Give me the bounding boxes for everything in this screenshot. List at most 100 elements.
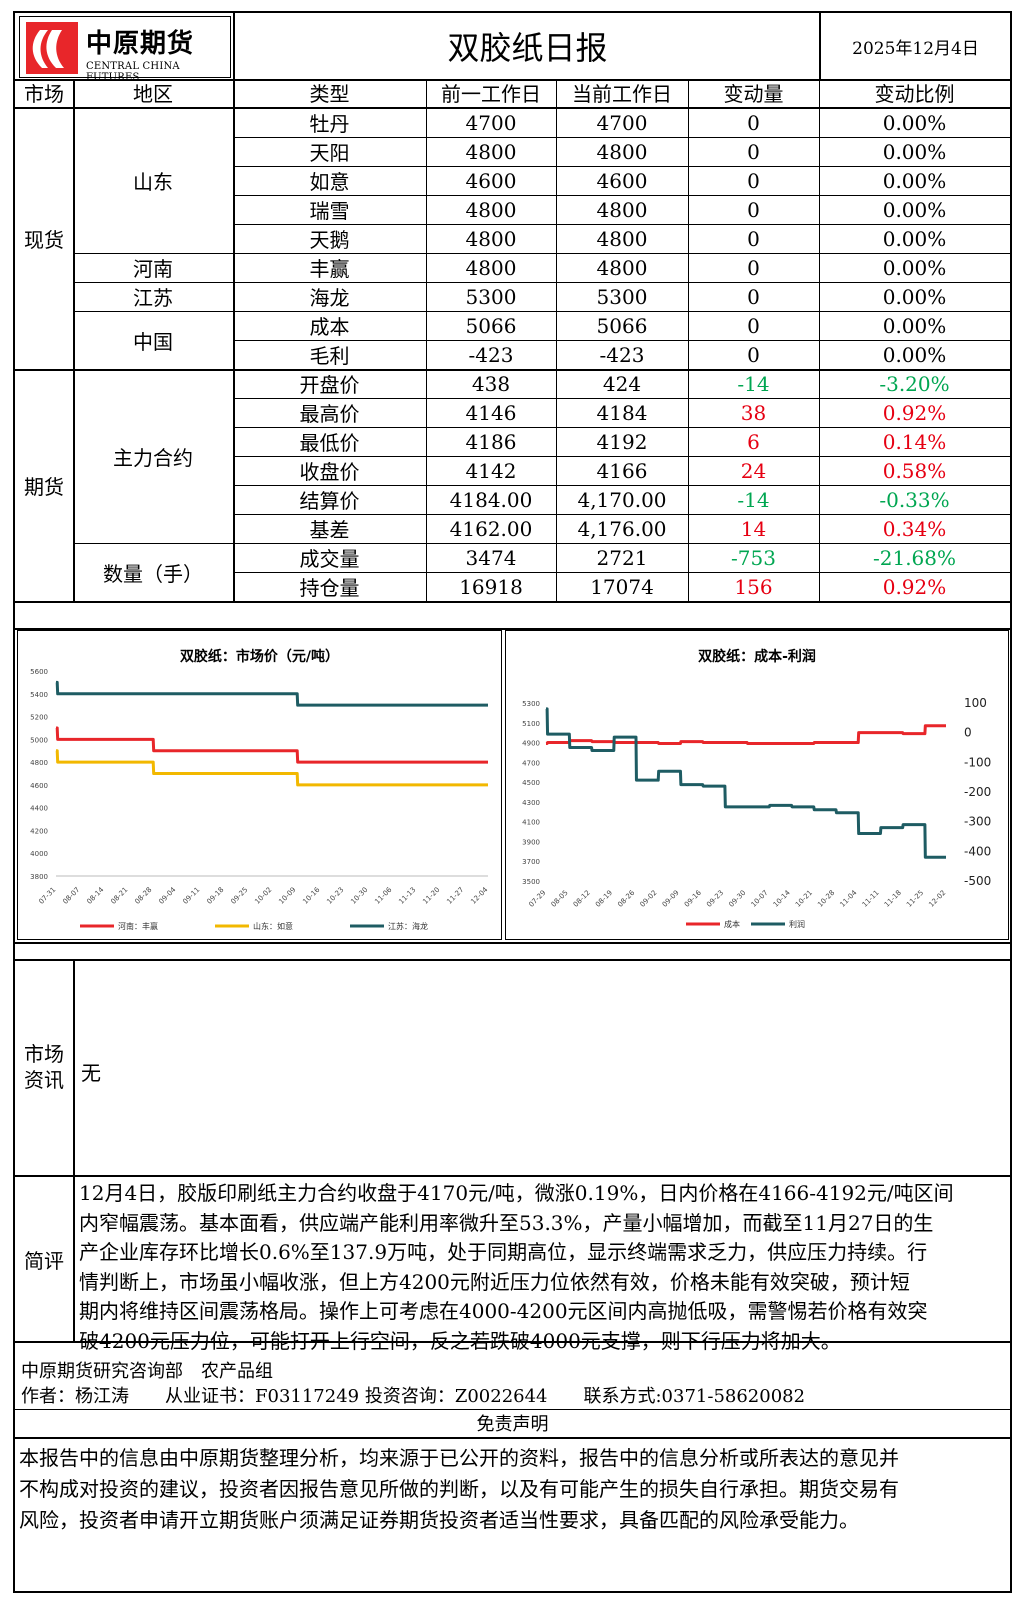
logo-mark-icon xyxy=(26,22,78,74)
cell-change: -753 xyxy=(731,545,776,570)
region-jiangsu: 江苏 xyxy=(133,286,173,310)
legend-label: 山东：如意 xyxy=(253,921,293,931)
cell-pct: 0.34% xyxy=(882,516,947,541)
y-tick-label: 4000 xyxy=(30,850,48,858)
cell-prev: 4600 xyxy=(465,168,517,193)
y-tick-label-right: -500 xyxy=(964,874,991,888)
disclaimer-line: 不构成对投资的建议，投资者因报告意见所做的判断，以及有可能产生的损失自行承担。期… xyxy=(19,1477,899,1501)
cell-prev: 5300 xyxy=(465,284,517,309)
series-line xyxy=(55,749,488,787)
comment-line: 12月4日，胶版印刷纸主力合约收盘于4170元/吨，微涨0.19%，日内价格在4… xyxy=(79,1181,954,1205)
x-tick-label: 09-02 xyxy=(638,889,658,909)
logo-cn-text: 中原期货 xyxy=(86,29,195,59)
cell-pct: 0.14% xyxy=(882,429,947,454)
y-tick-label-left: 3900 xyxy=(522,838,540,846)
x-tick-label: 08-05 xyxy=(550,889,570,909)
x-tick-label: 10-14 xyxy=(772,888,792,908)
y-tick-label-right: -400 xyxy=(964,844,991,858)
y-tick-label: 5200 xyxy=(30,714,48,722)
chart1-svg: 3800 4000 4200 4400 4600 4800 5000 5200 5400 5600… xyxy=(30,668,490,931)
cell-curr: 424 xyxy=(602,371,642,396)
region-shandong: 山东 xyxy=(133,170,173,194)
chart-market-price: 双胶纸：市场价（元/吨） 3800 4000 4200 4400 4600 4800 500… xyxy=(17,630,502,940)
cell-change: 0 xyxy=(747,110,760,135)
x-tick-label: 09-23 xyxy=(705,889,725,909)
cell-pct: 0.00% xyxy=(882,197,947,222)
cell-prev: 3474 xyxy=(465,545,517,570)
comment-line: 产企业库存环比增长0.6%至137.9万吨，处于同期高位，显示终端需求乏力，供应… xyxy=(79,1240,928,1264)
chart-cost-profit: 双胶纸：成本-利润 3500 3700 3900 4100 4300 4500 4700 49… xyxy=(505,630,1009,940)
x-tick-label: 07-31 xyxy=(37,886,57,906)
news-content: 无 xyxy=(81,1061,101,1085)
cell-type: 结算价 xyxy=(299,489,360,513)
cell-pct: -3.20% xyxy=(879,371,950,396)
x-tick-label: 11-27 xyxy=(445,886,465,906)
cell-type: 持仓量 xyxy=(299,576,360,600)
series-line xyxy=(55,726,488,764)
logo: 中原期货 CENTRAL CHINA FUTURES xyxy=(19,16,231,83)
col-header-change: 变动量 xyxy=(723,82,784,106)
x-tick-label: 07-29 xyxy=(527,889,547,909)
news-label: 市场资讯 xyxy=(24,1042,64,1092)
y-tick-label: 4600 xyxy=(30,782,48,790)
cell-curr: 4192 xyxy=(596,429,648,454)
legend-label: 成本 xyxy=(724,919,740,929)
comment-line: 情判断上，市场虽小幅收涨，但上方4200元附近压力位依然有效，价格未能有效突破，… xyxy=(79,1269,910,1294)
cell-pct: 0.00% xyxy=(882,255,947,280)
cell-curr: 4184 xyxy=(596,400,648,425)
cell-curr: 5300 xyxy=(596,284,648,309)
y-tick-label-left: 5100 xyxy=(522,720,540,728)
report-page: 中原期货 CENTRAL CHINA FUTURES 双胶纸日报 2025年12… xyxy=(13,11,1012,1593)
x-tick-label: 08-07 xyxy=(61,886,81,906)
cell-type: 牡丹 xyxy=(309,112,350,136)
cell-pct: 0.00% xyxy=(882,284,947,309)
cell-type: 成交量 xyxy=(299,547,360,571)
cell-prev: 4186 xyxy=(465,429,517,454)
cell-change: 0 xyxy=(747,313,760,338)
cell-change: 14 xyxy=(740,516,767,541)
cell-prev: 16918 xyxy=(459,574,523,599)
comment-label: 简评 xyxy=(24,1248,64,1273)
y-tick-label-right: 0 xyxy=(964,726,972,740)
y-tick-label: 3800 xyxy=(30,873,48,881)
cell-pct: 0.92% xyxy=(882,400,947,425)
cell-change: 0 xyxy=(747,342,760,367)
disclaimer-line: 风险，投资者申请开立期货账户须满足证券期货投资者适当性要求，具备匹配的风险承受能… xyxy=(19,1508,859,1532)
chart2-svg: 3500 3700 3900 4100 4300 4500 4700 4900 5100 5300… xyxy=(522,696,991,929)
cell-curr: 4166 xyxy=(596,458,648,483)
cell-curr: 2721 xyxy=(596,545,648,570)
cell-curr: 4,170.00 xyxy=(577,487,667,512)
x-tick-label: 10-23 xyxy=(325,886,345,906)
y-tick-label: 4200 xyxy=(30,827,48,835)
y-tick-label: 4400 xyxy=(30,805,48,813)
col-header-market: 市场 xyxy=(24,82,64,106)
x-tick-label: 10-07 xyxy=(750,889,770,909)
cell-change: 156 xyxy=(734,574,773,599)
series-line xyxy=(545,724,946,746)
x-tick-label: 08-28 xyxy=(133,886,153,906)
x-tick-label: 10-28 xyxy=(816,889,836,909)
x-tick-label: 11-11 xyxy=(861,889,881,909)
y-tick-label-left: 3700 xyxy=(522,858,540,866)
cell-change: -14 xyxy=(737,487,770,512)
cell-prev: 4800 xyxy=(465,197,517,222)
x-tick-label: 09-04 xyxy=(157,885,177,905)
cell-change: 0 xyxy=(747,255,760,280)
data-table: 市场 地区 类型 前一工作日 当前工作日 变动量 变动比例 现货 期货 山东 河… xyxy=(15,79,1010,611)
y-tick-label-left: 3500 xyxy=(522,878,540,886)
cell-type: 丰赢 xyxy=(309,257,350,281)
cell-curr: 4600 xyxy=(596,168,648,193)
cell-prev: 4800 xyxy=(465,255,517,280)
region-henan: 河南 xyxy=(133,257,173,281)
col-header-pct: 变动比例 xyxy=(874,82,955,106)
cell-type: 最高价 xyxy=(299,402,360,426)
cell-change: 0 xyxy=(747,139,760,164)
cell-type: 天鹅 xyxy=(309,228,350,252)
page-title: 双胶纸日报 xyxy=(447,29,608,67)
x-tick-label: 11-06 xyxy=(373,885,393,905)
cell-pct: 0.00% xyxy=(882,168,947,193)
cell-curr: 4800 xyxy=(596,197,648,222)
col-header-region: 地区 xyxy=(133,82,173,106)
x-tick-label: 10-30 xyxy=(349,886,369,906)
y-tick-label-right: -100 xyxy=(964,755,991,769)
